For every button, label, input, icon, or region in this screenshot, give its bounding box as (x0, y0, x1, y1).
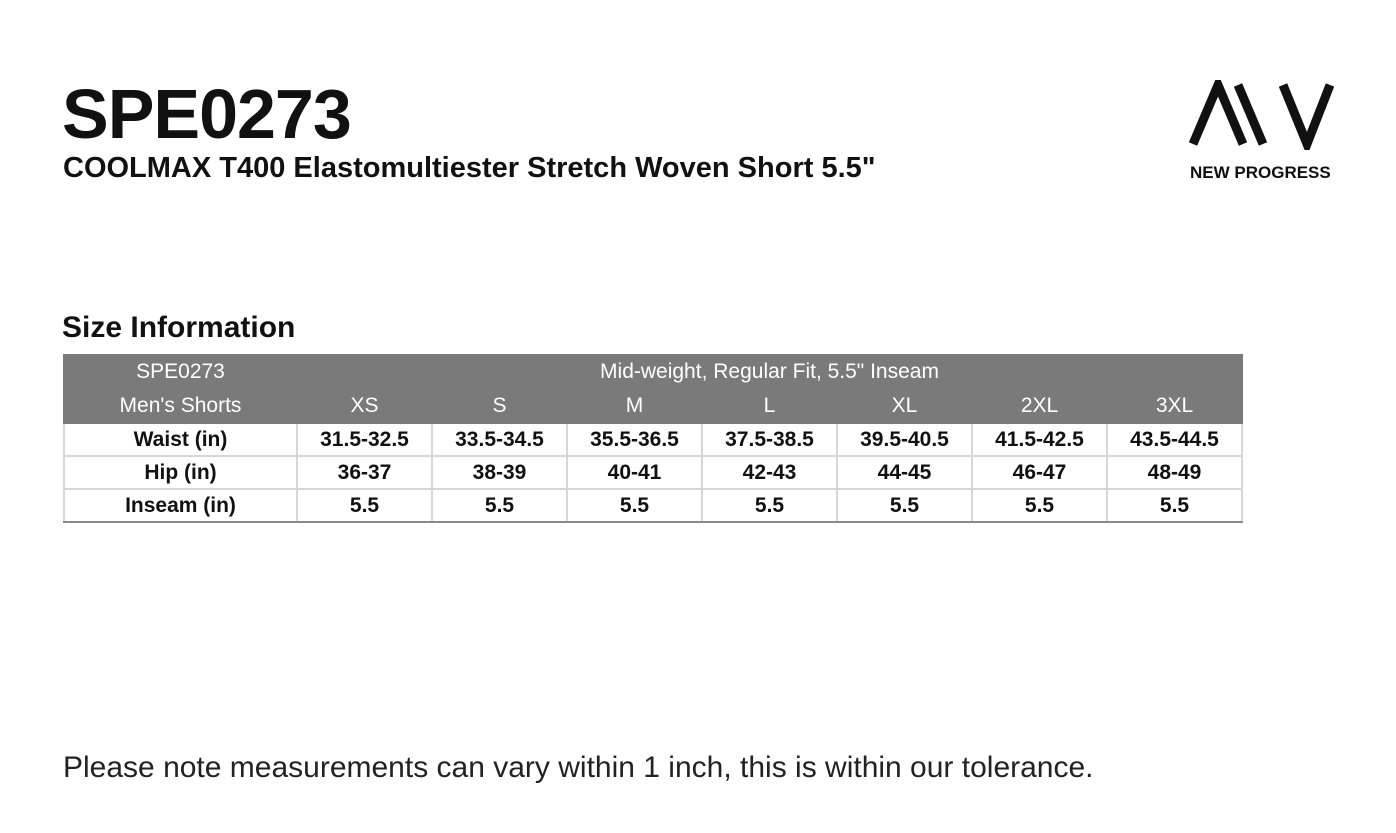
header-row: SPE0273 Mid-weight, Regular Fit, 5.5" Ins… (63, 354, 1243, 390)
table-cell: 36-37 (296, 455, 433, 490)
table-cell: 43.5-44.5 (1106, 422, 1243, 457)
table-cell: 41.5-42.5 (971, 422, 1108, 457)
product-name: COOLMAX T400 Elastomultiester Stretch Wo… (63, 152, 876, 184)
logo-text: NEW PROGRESS (1190, 163, 1331, 182)
table-cell: 44-45 (836, 455, 973, 490)
header-cell: Mid-weight, Regular Fit, 5.5" Inseam (296, 354, 1243, 390)
header-cell: Men's Shorts (63, 388, 298, 424)
header-cell: 2XL (971, 388, 1108, 424)
table-cell: 39.5-40.5 (836, 422, 973, 457)
table-row: Hip (in) 36-37 38-39 40-41 42-43 44-45 46-47 48… (63, 455, 1243, 490)
table-cell: 42-43 (701, 455, 838, 490)
table-cell: 48-49 (1106, 455, 1243, 490)
header-cell: XS (296, 388, 433, 424)
header-cell: S (431, 388, 568, 424)
logo (1188, 80, 1334, 150)
table-cell: 38-39 (431, 455, 568, 490)
table-cell: Inseam (in) (63, 488, 298, 523)
header-cell: L (701, 388, 838, 424)
table-cell: 40-41 (566, 455, 703, 490)
header-cell: SPE0273 (63, 354, 298, 390)
header-row: Men's Shorts XS S M L XL 2XL 3XL (63, 388, 1243, 424)
header-cell: M (566, 388, 703, 424)
table-cell: 5.5 (296, 488, 433, 523)
header-cell: 3XL (1106, 388, 1243, 424)
section-title: Size Information (62, 311, 296, 344)
note: Please note measurements can vary within… (63, 751, 1094, 784)
table-cell: 31.5-32.5 (296, 422, 433, 457)
table-cell: 37.5-38.5 (701, 422, 838, 457)
table-cell: 46-47 (971, 455, 1108, 490)
table-cell: 5.5 (971, 488, 1108, 523)
table-row: Inseam (in) 5.5 5.5 5.5 5.5 5.5 5.5 5.5 (63, 488, 1243, 523)
table-cell: 5.5 (566, 488, 703, 523)
table-row: Waist (in) 31.5-32.5 33.5-34.5 35.5-36.5 37.… (63, 422, 1243, 457)
table-cell: 5.5 (1106, 488, 1243, 523)
table-cell: Waist (in) (63, 422, 298, 457)
size-table: SPE0273 Mid-weight, Regular Fit, 5.5" Ins… (63, 354, 1243, 523)
table-cell: 5.5 (836, 488, 973, 523)
product-code: SPE0273 (62, 75, 352, 153)
table-cell: 35.5-36.5 (566, 422, 703, 457)
table-cell: 33.5-34.5 (431, 422, 568, 457)
table-cell: 5.5 (701, 488, 838, 523)
header-cell: XL (836, 388, 973, 424)
table-cell: 5.5 (431, 488, 568, 523)
table-cell: Hip (in) (63, 455, 298, 490)
